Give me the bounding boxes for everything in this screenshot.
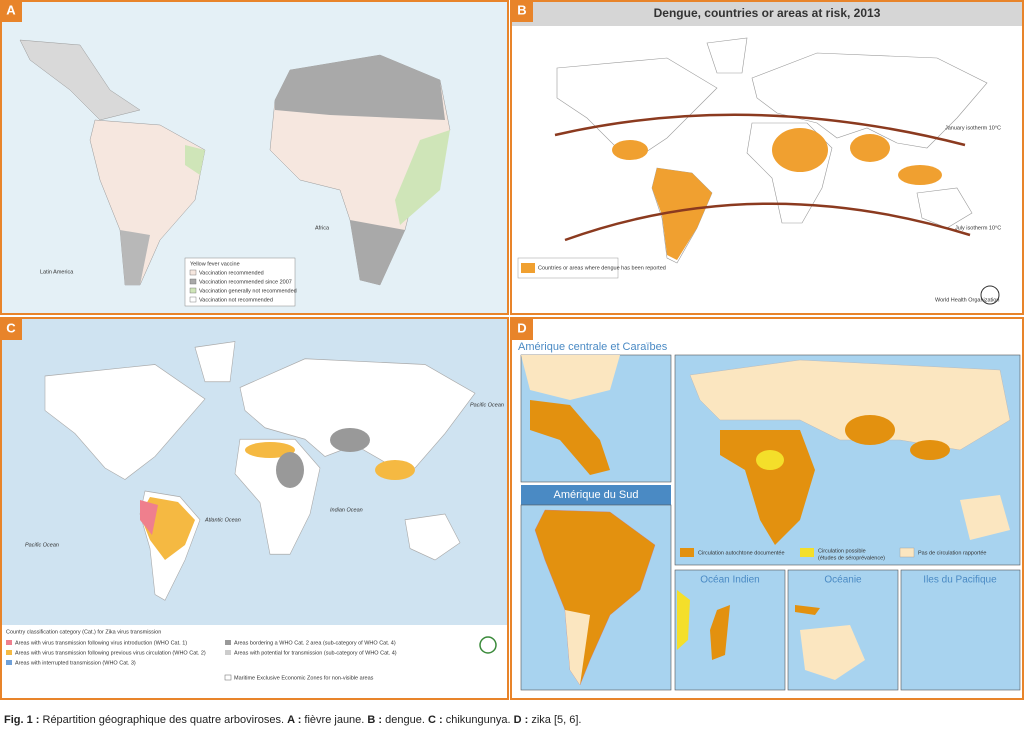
legend-item: Pas de circulation rapportée [918,550,986,556]
legend-item: Areas bordering a WHO Cat. 2 area (sub-c… [234,640,396,646]
caption-part: chikungunya. [446,714,514,726]
legend-item: Vaccination generally not recommended [199,288,297,294]
legend: Vaccination recommended Vaccination reco… [189,269,297,303]
legend-item: Circulation autochtone documentée [698,550,785,556]
region-label: Africa [315,225,330,231]
legend-title: Yellow fever vaccine [190,261,240,267]
legend-item: Vaccination recommended [199,270,264,276]
inset-title: Iles du Pacifique [923,575,997,586]
legend-item: Vaccination recommended since 2007 [199,279,292,285]
panel-a: A Latin America Africa Yellow fever vacc… [0,0,509,315]
panel-c: Pacific Ocean Atlantic Ocean Indian Ocea… [0,317,509,700]
caption-part: C : [428,714,446,726]
inset-title: Amérique centrale et Caraïbes [518,341,668,353]
legend-title: Country classification category (Cat.) f… [6,629,161,635]
map-title: Dengue, countries or areas at risk, 2013 [654,6,881,20]
legend-item: Countries or areas where dengue has been… [538,265,666,271]
panel-d: Amérique centrale et Caraïbes Circulatio… [510,317,1024,700]
caption-part: zika [5, 6]. [531,714,581,726]
panel-label: C [6,320,16,335]
isotherm-label: July isotherm 10°C [955,225,1001,231]
panel-label: A [6,2,16,17]
legend-item: Maritime Exclusive Economic Zones for no… [234,675,374,681]
inset-title: Océanie [824,575,862,586]
caption-part: dengue. [385,714,428,726]
inset-title: Amérique du Sud [554,489,639,501]
caption-part: D : [514,714,532,726]
legend: Areas with virus transmission following … [6,640,397,681]
legend-item: Areas with virus transmission following … [15,640,187,646]
legend: Circulation autochtone documentée Circul… [680,547,986,561]
region-label: Latin America [40,269,74,275]
ocean-label: Pacific Ocean [470,402,504,408]
caption-part: Répartition géographique des quatre arbo… [43,714,288,726]
isotherm-label: January isotherm 10°C [945,125,1001,131]
legend-item: Vaccination not recommended [199,297,273,303]
legend-item: Areas with virus transmission following … [15,650,206,656]
caption: Fig. 1 : Répartition géographique des qu… [4,714,581,726]
caption-part: fièvre jaune. [304,714,367,726]
ocean-label: Indian Ocean [330,507,363,513]
caption-part: B : [367,714,385,726]
source: World Health Organization [935,297,999,303]
legend-item: Areas with potential for transmission (s… [234,650,397,656]
inset-title: Océan Indien [700,575,760,586]
panel-b: Dengue, countries or areas at risk, 2013… [510,0,1024,315]
panel-label: B [517,2,526,17]
caption-part: Fig. 1 : [4,714,43,726]
panel-label: D [517,320,526,335]
ocean-label: Pacific Ocean [25,542,59,548]
caption-part: A : [287,714,304,726]
legend-item: (études de séroprévalence) [818,555,885,561]
legend-item: Areas with interrupted transmission (WHO… [15,660,136,666]
legend-item: Circulation possible [818,548,866,554]
risk-area [612,128,942,260]
ocean-label: Atlantic Ocean [204,517,241,523]
